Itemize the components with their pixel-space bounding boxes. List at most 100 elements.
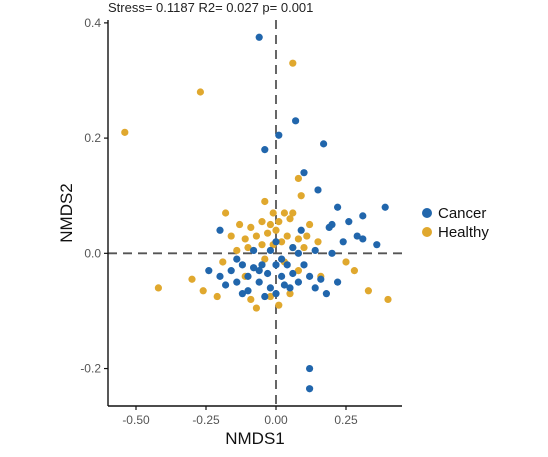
data-point-cancer (244, 272, 252, 280)
y-tick-label: 0.2 (84, 131, 101, 145)
legend-swatch-healthy (422, 227, 432, 237)
data-point-cancer (244, 287, 252, 295)
data-point-healthy (314, 238, 322, 246)
data-point-cancer (345, 218, 353, 226)
legend-swatch-cancer (422, 208, 432, 218)
data-point-cancer (306, 385, 314, 393)
data-point-cancer (289, 269, 297, 278)
data-point-cancer (292, 117, 300, 125)
data-point-cancer (334, 278, 342, 286)
data-point-healthy (213, 292, 221, 301)
data-point-cancer (286, 284, 294, 292)
x-tick-label: 0.00 (264, 413, 288, 427)
data-point-healthy (300, 243, 308, 252)
data-point-cancer (233, 278, 241, 286)
data-point-healthy (306, 220, 314, 229)
x-axis-title: NMDS1 (225, 429, 285, 448)
legend-label-cancer: Cancer (438, 205, 486, 222)
data-point-healthy (247, 295, 255, 304)
y-tick-label: -0.2 (80, 362, 101, 376)
data-point-healthy (121, 128, 129, 136)
data-point-cancer (289, 243, 297, 252)
stats-annotation: Stress= 0.1187 R2= 0.027 p= 0.001 (108, 0, 314, 15)
data-point-cancer (266, 246, 274, 255)
data-point-cancer (339, 238, 347, 246)
data-point-cancer (261, 146, 269, 154)
data-point-cancer (255, 33, 263, 41)
data-point-healthy (294, 267, 302, 275)
data-point-cancer (294, 278, 302, 286)
data-point-cancer (216, 226, 224, 234)
x-axis-ticks: -0.50 -0.25 0.00 0.25 (122, 406, 358, 427)
data-point-healthy (247, 223, 255, 232)
data-point-healthy (297, 192, 305, 200)
data-point-cancer (272, 290, 280, 298)
data-point-cancer (238, 261, 246, 269)
data-point-healthy (188, 275, 196, 283)
data-point-healthy (286, 290, 294, 298)
data-point-healthy (278, 238, 286, 246)
data-point-cancer (300, 261, 308, 269)
data-point-healthy (258, 241, 266, 249)
data-point-cancer (334, 203, 342, 211)
data-point-healthy (286, 215, 294, 223)
data-point-cancer (250, 264, 258, 272)
data-point-cancer (353, 232, 361, 240)
data-point-healthy (261, 255, 269, 263)
data-point-cancer (205, 267, 213, 275)
data-point-cancer (278, 255, 286, 263)
data-point-cancer (322, 290, 330, 298)
data-point-healthy (236, 220, 244, 229)
series-cancer (205, 33, 389, 393)
data-point-cancer (306, 272, 314, 280)
y-tick-label: 0.0 (84, 246, 101, 260)
data-point-cancer (283, 261, 291, 269)
data-point-cancer (272, 238, 280, 246)
data-point-cancer (255, 278, 263, 286)
data-point-cancer (258, 261, 266, 269)
data-point-healthy (244, 243, 252, 252)
data-point-cancer (359, 212, 367, 220)
data-point-healthy (264, 229, 272, 237)
data-point-cancer (373, 241, 381, 249)
data-point-cancer (359, 235, 367, 243)
x-tick-label: -0.50 (122, 413, 150, 427)
data-point-healthy (275, 218, 283, 226)
data-point-cancer (320, 140, 328, 148)
data-point-healthy (222, 209, 230, 217)
data-point-healthy (258, 218, 266, 226)
data-point-cancer (272, 261, 280, 269)
data-point-cancer (300, 169, 308, 177)
data-point-healthy (350, 267, 358, 275)
data-point-cancer (222, 281, 230, 289)
data-point-cancer (311, 284, 319, 292)
data-point-healthy (196, 88, 204, 96)
data-point-healthy (289, 209, 297, 217)
data-point-cancer (264, 269, 272, 278)
x-tick-label: -0.25 (192, 413, 220, 427)
data-point-healthy (252, 304, 260, 312)
data-point-cancer (280, 281, 288, 289)
data-point-healthy (272, 226, 280, 234)
data-point-healthy (269, 209, 277, 217)
data-point-cancer (294, 249, 302, 257)
y-axis-title: NMDS2 (57, 183, 76, 243)
data-point-healthy (294, 235, 302, 243)
data-point-healthy (280, 209, 288, 217)
data-point-healthy (294, 174, 302, 183)
data-point-cancer (381, 203, 389, 211)
data-point-cancer (306, 364, 314, 373)
data-point-healthy (303, 232, 311, 240)
data-point-healthy (266, 292, 274, 301)
data-point-cancer (328, 249, 336, 257)
data-point-cancer (266, 284, 274, 292)
data-point-healthy (241, 235, 249, 243)
data-point-cancer (314, 186, 322, 194)
data-point-healthy (154, 284, 162, 292)
data-point-cancer (250, 246, 258, 255)
data-point-healthy (342, 258, 350, 266)
x-tick-label: 0.25 (334, 413, 358, 427)
data-point-cancer (261, 292, 269, 301)
legend-label-healthy: Healthy (438, 224, 489, 241)
